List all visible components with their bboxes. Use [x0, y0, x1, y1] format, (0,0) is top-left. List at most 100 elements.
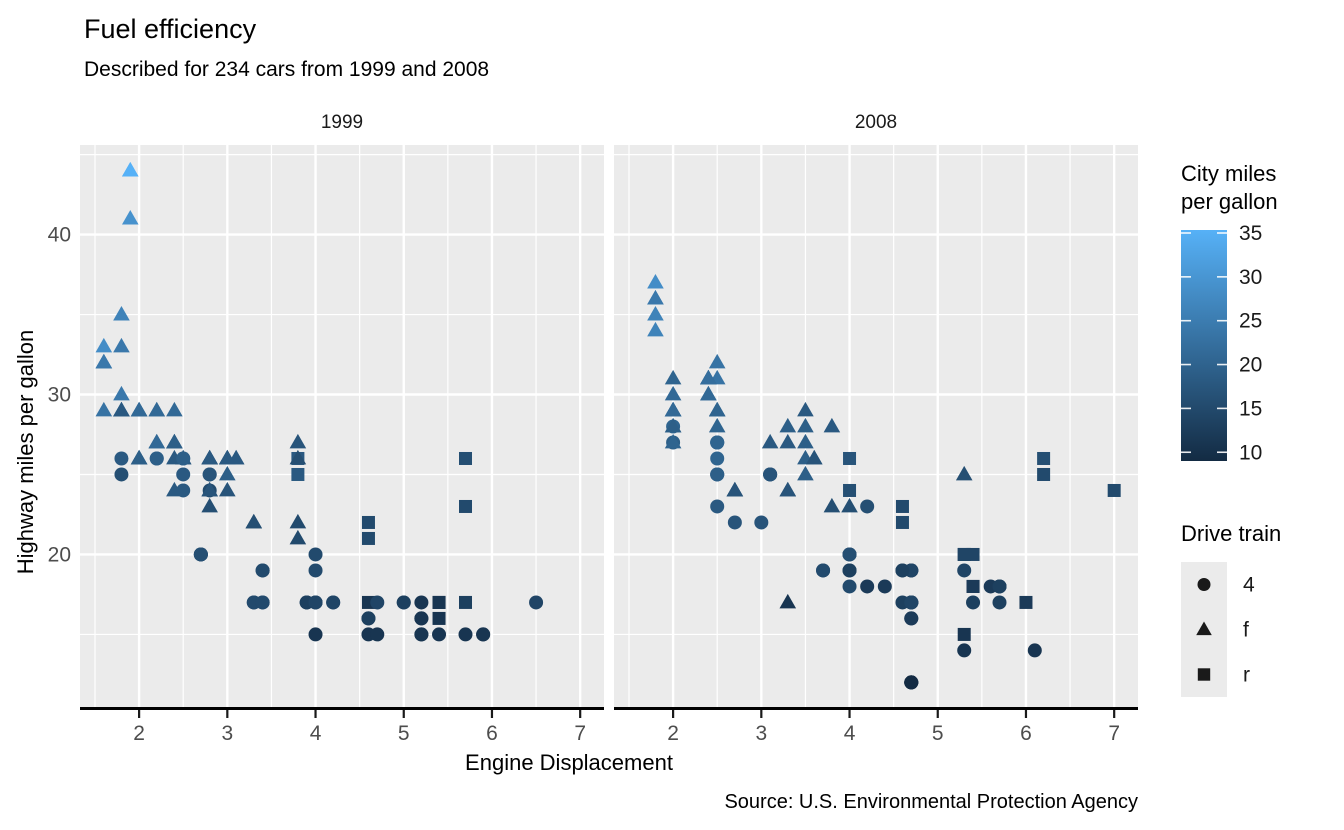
data-point: [779, 481, 797, 497]
data-point: [664, 369, 682, 385]
data-point: [992, 579, 1007, 594]
facet-strip-label: 2008: [854, 112, 898, 133]
data-point: [1107, 483, 1121, 497]
facet-strip-1999: 1999: [80, 100, 604, 145]
data-point: [113, 305, 130, 321]
legend-shape-label: f: [1243, 619, 1249, 642]
data-point: [95, 337, 113, 353]
data-point: [459, 451, 473, 465]
data-point: [966, 547, 980, 561]
data-point: [361, 515, 375, 529]
plot-subtitle: Described for 234 cars from 1999 and 200…: [84, 58, 490, 81]
data-point: [761, 433, 779, 449]
y-tick-label: 30: [48, 384, 71, 407]
x-tick-label: 7: [1108, 722, 1120, 745]
data-point: [895, 563, 910, 578]
data-point: [664, 417, 682, 433]
data-point: [121, 161, 139, 177]
data-point: [842, 579, 857, 594]
data-point: [664, 401, 682, 417]
data-point: [459, 499, 473, 513]
data-point: [130, 401, 148, 417]
data-point: [754, 515, 769, 530]
x-tick-label: 7: [574, 722, 586, 745]
data-point: [326, 595, 341, 610]
data-point: [708, 401, 726, 417]
data-point: [860, 579, 875, 594]
x-tick-label: 3: [221, 722, 233, 745]
data-point: [432, 627, 447, 642]
data-point: [647, 321, 664, 337]
data-point: [166, 433, 183, 449]
data-point: [432, 611, 446, 625]
x-tick-label: 3: [755, 722, 767, 745]
legend-circle-glyph: [1197, 578, 1211, 591]
data-point: [529, 595, 544, 610]
x-tick-label: 5: [932, 722, 944, 745]
x-tick-label: 5: [398, 722, 410, 745]
data-point: [458, 627, 473, 642]
data-point: [664, 433, 682, 449]
data-point: [647, 305, 664, 321]
data-point: [370, 627, 385, 642]
facet-strip-label: 1999: [320, 112, 364, 133]
data-point: [166, 401, 183, 417]
data-point: [396, 595, 411, 610]
x-tick-label: 6: [1020, 722, 1032, 745]
data-point: [370, 595, 385, 610]
data-point: [308, 595, 323, 610]
data-point: [842, 547, 857, 562]
data-point: [219, 481, 236, 497]
data-point: [797, 401, 814, 417]
colorbar-label: 25: [1239, 310, 1262, 333]
data-point: [308, 547, 323, 562]
data-point: [1037, 467, 1051, 481]
source-caption: Source: U.S. Environmental Protection Ag…: [724, 791, 1138, 813]
data-point: [202, 467, 217, 482]
data-point: [992, 595, 1007, 610]
data-point: [797, 433, 814, 449]
data-point: [779, 593, 797, 609]
data-point: [219, 449, 236, 465]
data-point: [700, 385, 717, 401]
data-point: [647, 273, 664, 289]
data-point: [95, 353, 113, 369]
data-point: [219, 465, 236, 481]
data-point: [361, 531, 375, 545]
data-point: [957, 643, 972, 658]
data-point: [289, 433, 307, 449]
data-point: [308, 563, 323, 578]
data-point: [700, 369, 717, 385]
data-point: [904, 675, 919, 690]
data-point: [779, 433, 797, 449]
color-legend-title: City miles per gallon: [1181, 161, 1278, 214]
data-point: [727, 515, 742, 530]
data-point: [289, 529, 307, 545]
data-point: [176, 467, 191, 482]
data-point: [1019, 595, 1033, 609]
points-layer: [95, 161, 544, 642]
data-point: [816, 563, 831, 578]
data-point: [823, 497, 841, 513]
y-tick-label: 40: [48, 224, 71, 247]
x-tick-label: 4: [310, 722, 322, 745]
facet-strip-2008: 2008: [614, 100, 1138, 145]
x-tick-label: 2: [667, 722, 679, 745]
data-point: [957, 563, 972, 578]
data-point: [957, 627, 971, 641]
colorbar-label: 30: [1239, 266, 1262, 289]
legend-shape-label: 4: [1243, 574, 1255, 597]
data-point: [201, 481, 218, 497]
data-point: [176, 483, 191, 498]
colorbar-label: 20: [1239, 354, 1262, 377]
data-point: [255, 595, 270, 610]
data-point: [763, 467, 778, 482]
data-point: [149, 451, 164, 466]
legend-square-glyph: [1197, 668, 1211, 681]
data-point: [860, 499, 875, 514]
data-point: [877, 579, 892, 594]
x-tick-label: 2: [133, 722, 145, 745]
points-layer: [647, 273, 1121, 690]
